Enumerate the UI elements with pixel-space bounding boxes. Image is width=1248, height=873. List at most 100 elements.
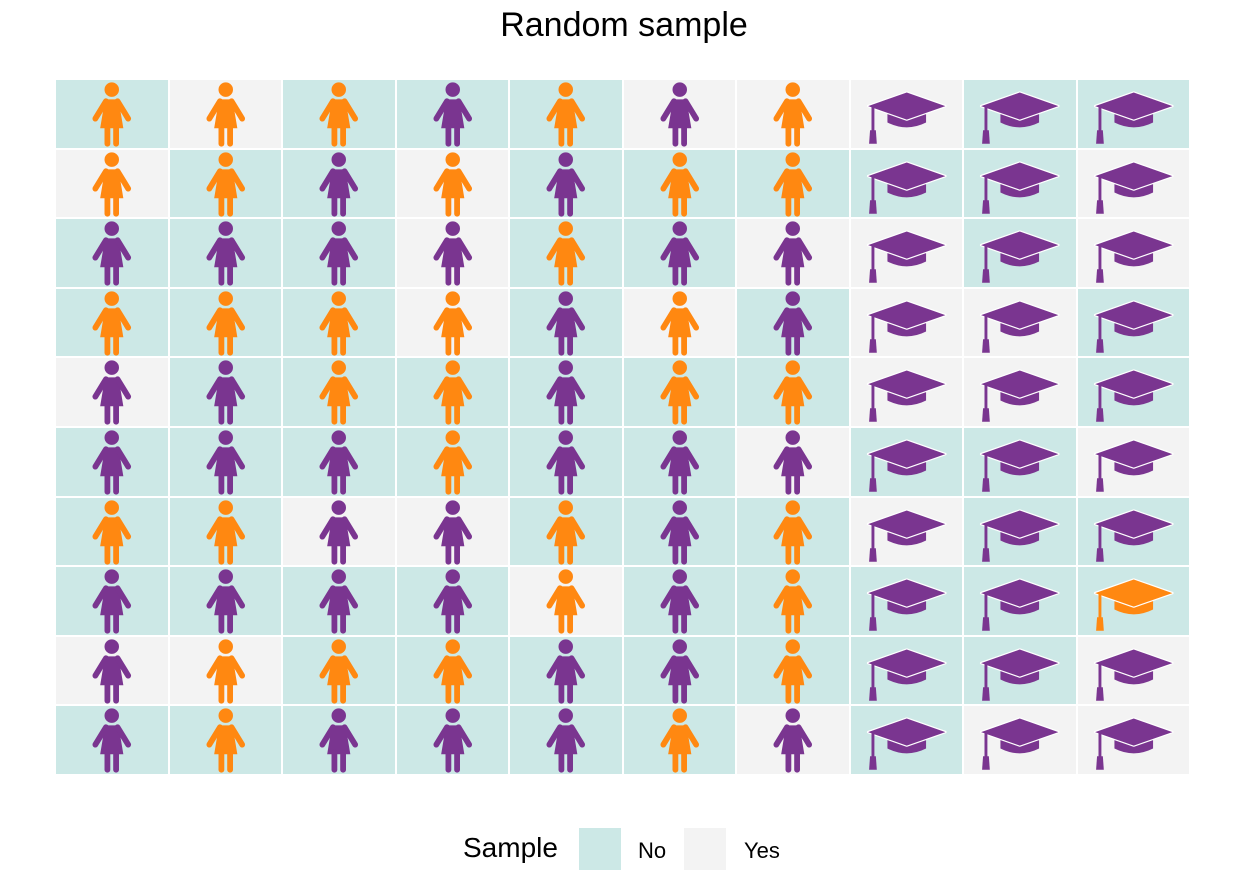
waffle-cell [169, 497, 281, 566]
waffle-cell [283, 288, 395, 357]
person-icon [397, 428, 509, 496]
waffle-cell [283, 567, 395, 635]
waffle-cell [169, 149, 281, 218]
graduation-cap-icon [1078, 567, 1190, 635]
person-icon [283, 219, 395, 287]
graduation-cap-icon [851, 637, 963, 705]
waffle-cell [283, 636, 395, 705]
graduation-cap-icon [851, 498, 963, 566]
person-icon [624, 706, 736, 774]
waffle-cell [964, 706, 1076, 774]
waffle-cell [737, 706, 849, 774]
waffle-cell [283, 80, 395, 148]
waffle-cell [169, 288, 282, 357]
graduation-cap-icon [851, 289, 963, 357]
waffle-cell [396, 567, 508, 635]
waffle-cell [737, 149, 849, 218]
waffle-cell [964, 288, 1076, 357]
waffle-cell [169, 219, 281, 287]
person-icon [170, 358, 282, 426]
person-icon [624, 358, 736, 426]
waffle-cell [510, 428, 622, 496]
waffle-cell [510, 219, 622, 287]
waffle-cell [510, 288, 622, 357]
waffle-cell [56, 497, 168, 566]
graduation-cap-icon [851, 219, 963, 287]
waffle-cell [737, 497, 849, 566]
person-icon [737, 706, 849, 774]
waffle-cell [283, 428, 395, 496]
waffle-cell [283, 497, 395, 566]
legend: Sample No Yes [0, 828, 1248, 872]
waffle-cell [1077, 358, 1189, 426]
waffle-cell [623, 706, 736, 774]
waffle-cell [1077, 149, 1189, 218]
graduation-cap-icon [964, 219, 1076, 287]
person-icon [283, 80, 395, 148]
waffle-cell [964, 149, 1076, 218]
waffle-cell [737, 358, 849, 426]
waffle-cell [510, 80, 622, 148]
person-icon [56, 150, 168, 218]
waffle-cell [623, 288, 735, 357]
waffle-cell [396, 706, 509, 774]
waffle-cell [510, 567, 622, 635]
waffle-cell [850, 149, 962, 218]
person-icon [737, 358, 849, 426]
person-icon [56, 637, 168, 705]
person-icon [510, 706, 622, 774]
waffle-cell [510, 706, 622, 774]
waffle-cell [623, 80, 735, 148]
person-icon [510, 567, 622, 635]
graduation-cap-icon [851, 567, 963, 635]
waffle-cell [169, 567, 281, 635]
waffle-cell [169, 706, 282, 774]
waffle-cell [737, 567, 849, 635]
person-icon [56, 498, 168, 566]
person-icon [283, 289, 395, 357]
waffle-cell [56, 428, 168, 496]
graduation-cap-icon [1078, 80, 1190, 148]
waffle-cell [850, 288, 963, 357]
legend-swatch-yes [684, 828, 726, 870]
graduation-cap-icon [964, 358, 1076, 426]
graduation-cap-icon [964, 289, 1076, 357]
person-icon [170, 289, 282, 357]
chart-title: Random sample [500, 6, 748, 44]
waffle-cell [56, 706, 168, 774]
legend-label-no: No [638, 838, 667, 863]
person-icon [737, 567, 849, 635]
person-icon [283, 567, 395, 635]
person-icon [510, 637, 622, 705]
person-icon [510, 80, 622, 148]
waffle-cell [737, 80, 849, 148]
legend-swatch-no [579, 828, 621, 870]
waffle-cell [56, 288, 168, 357]
graduation-cap-icon [851, 358, 963, 426]
waffle-cell [396, 80, 508, 148]
waffle-cell [623, 428, 735, 496]
person-icon [397, 637, 509, 705]
person-icon [737, 498, 849, 566]
person-icon [624, 637, 736, 705]
waffle-cell [737, 636, 849, 705]
graduation-cap-icon [1078, 428, 1190, 496]
waffle-cell [396, 358, 508, 426]
person-icon [283, 498, 395, 566]
person-icon [283, 150, 395, 218]
waffle-cell [56, 636, 168, 705]
waffle-cell [623, 567, 735, 635]
graduation-cap-icon [851, 428, 963, 496]
waffle-cell [283, 358, 395, 426]
legend-title: Sample [463, 832, 558, 863]
person-icon [510, 219, 622, 287]
waffle-cell [850, 80, 962, 148]
graduation-cap-icon [964, 637, 1076, 705]
waffle-cell [396, 428, 509, 496]
person-icon [56, 80, 168, 148]
waffle-cell [169, 428, 281, 496]
waffle-cell [964, 80, 1076, 148]
person-icon [397, 706, 509, 774]
waffle-cell [169, 80, 281, 148]
person-icon [170, 706, 282, 774]
